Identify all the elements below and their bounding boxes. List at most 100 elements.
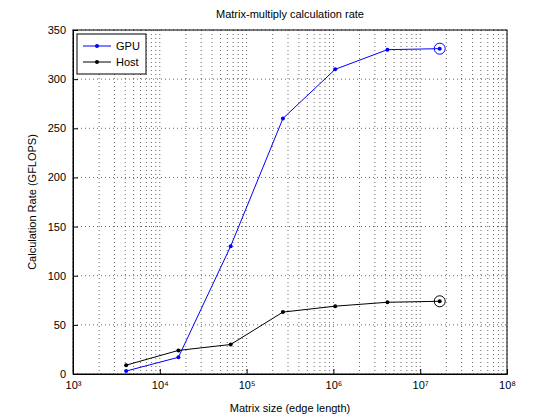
x-tick: 10⁵ (239, 369, 256, 391)
minor-grid-line (461, 30, 462, 374)
series-marker (124, 363, 128, 367)
series-marker (176, 355, 180, 359)
minor-grid-line (385, 30, 386, 374)
y-tick-label: 150 (48, 221, 66, 233)
series-marker (333, 304, 337, 308)
series-marker (229, 244, 233, 248)
series-marker (281, 310, 285, 314)
x-tick-mark (160, 369, 161, 374)
series-marker (333, 67, 337, 71)
series-marker (385, 300, 389, 304)
y-axis-title: Calculation Rate (GFLOPS) (26, 134, 38, 270)
data-inner (124, 43, 445, 373)
minor-grid-line (185, 30, 186, 374)
x-tick-label: 10⁷ (413, 379, 429, 391)
legend-box (77, 34, 146, 74)
legend-label: Host (116, 56, 139, 68)
minor-grid-line (99, 30, 100, 374)
y-tick-label: 300 (48, 73, 66, 85)
minor-grid-line (319, 30, 320, 374)
minor-grid-line (272, 30, 273, 374)
y-axis-line (74, 31, 79, 375)
y-tick-mark (73, 227, 78, 228)
y-tick-mark (73, 79, 78, 80)
x-tick-label: 10⁵ (239, 379, 256, 391)
y-tick-label: 100 (48, 270, 66, 282)
minor-grid-line (238, 30, 239, 374)
y-grid-line (73, 324, 507, 325)
minor-grid-line (307, 30, 308, 374)
y-tick-label: 200 (48, 171, 66, 183)
x-axis-title: Matrix size (edge length) (230, 402, 350, 414)
x-tick: 10⁴ (152, 369, 169, 391)
minor-grid-line (201, 30, 202, 374)
y-tick-label: 50 (54, 319, 66, 331)
x-grid-line (246, 30, 247, 374)
y-tick-label: 250 (48, 122, 66, 134)
y-tick-label: 0 (60, 368, 66, 380)
minor-grid-line (146, 30, 147, 374)
x-tick: 10⁶ (326, 369, 343, 391)
minor-grid-line (406, 30, 407, 374)
chart: 10³ 10⁴ 10⁵ 10⁶ 10⁷ 10⁸ 0 50 100 150 200 250 300 350 M… (0, 0, 560, 420)
y-tick-label: 350 (48, 24, 66, 36)
plot: 10³ 10⁴ 10⁵ 10⁶ 10⁷ 10⁸ 0 50 100 150 200 250 300 350 (48, 24, 516, 391)
minor-grid-line (487, 30, 488, 374)
y-grid-line (73, 177, 507, 178)
minor-grid-line (480, 30, 481, 374)
series-marker (438, 47, 442, 51)
minor-grid-line (151, 30, 152, 374)
plot-frame (73, 30, 507, 374)
minor-grid-line (140, 30, 141, 374)
minor-grid-line (133, 30, 134, 374)
series-marker (176, 348, 180, 352)
y-grid-line (73, 79, 507, 80)
peak-ring (434, 296, 445, 307)
minor-grid-line (411, 30, 412, 374)
x-tick-label: 10³ (66, 379, 82, 391)
minor-grid-line (472, 30, 473, 374)
x-tick-label: 10⁴ (152, 379, 169, 391)
minor-grid-line (416, 30, 417, 374)
y-grid-line (73, 275, 507, 276)
series-marker (281, 116, 285, 120)
minor-grid-line (212, 30, 213, 374)
series-line (126, 49, 440, 371)
minor-grid-line (125, 30, 126, 374)
x-tick-label: 10⁸ (499, 379, 516, 391)
x-axis: 10³ 10⁴ 10⁵ 10⁶ 10⁷ 10⁸ (66, 369, 516, 391)
series-marker (438, 299, 442, 303)
y-grid-line (73, 226, 507, 227)
x-grid-line (333, 30, 334, 374)
legend-label: GPU (116, 40, 140, 52)
x-tick-mark (247, 369, 248, 374)
minor-grid-line (233, 30, 234, 374)
x-grid-line (420, 30, 421, 374)
minor-grid-line (498, 30, 499, 374)
y-tick-mark (73, 128, 78, 129)
y-grid-line (73, 128, 507, 129)
minor-grid-line (220, 30, 221, 374)
x-tick-label: 10⁶ (326, 379, 343, 391)
minor-grid-line (394, 30, 395, 374)
y-tick-mark (73, 325, 78, 326)
series-marker (385, 48, 389, 52)
minor-grid-line (446, 30, 447, 374)
minor-grid-line (329, 30, 330, 374)
x-tick-mark (420, 369, 421, 374)
series-line (126, 301, 440, 365)
minor-grid-line (359, 30, 360, 374)
x-grid-line (159, 30, 160, 374)
legend-marker (95, 60, 99, 64)
minor-grid-line (493, 30, 494, 374)
minor-grid-line (374, 30, 375, 374)
x-tick-mark (333, 369, 334, 374)
grid (73, 30, 507, 374)
minor-grid-line (298, 30, 299, 374)
minor-grid-line (242, 30, 243, 374)
minor-grid-line (155, 30, 156, 374)
y-tick-mark (73, 276, 78, 277)
minor-grid-line (288, 30, 289, 374)
minor-grid-line (227, 30, 228, 374)
data (124, 43, 445, 373)
